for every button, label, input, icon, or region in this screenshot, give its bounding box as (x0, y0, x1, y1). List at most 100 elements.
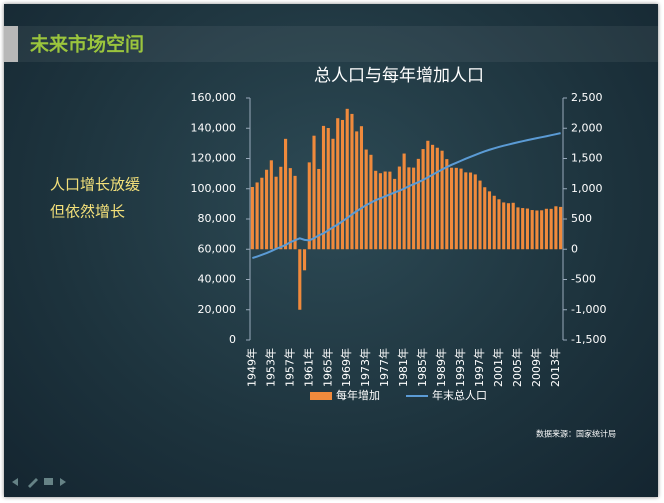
bar (435, 147, 439, 250)
x-tick-label: 1981年 (396, 348, 410, 387)
bar (317, 168, 321, 250)
bar (468, 172, 473, 250)
nav-prev[interactable] (12, 478, 18, 486)
x-tick-label: 2001年 (491, 348, 505, 387)
x-tick-label: 1969年 (339, 348, 353, 387)
y2-tick-label: 2,500 (571, 91, 603, 104)
y-tick-label: 100,000 (191, 182, 237, 195)
bar (288, 168, 292, 250)
y2-tick-label: -1,000 (571, 303, 606, 316)
y-tick-label: 80,000 (198, 212, 237, 225)
bar (478, 180, 482, 250)
bar (274, 176, 278, 250)
bar (544, 208, 548, 250)
chart-title: 总人口与每年增加人口 (314, 66, 484, 86)
bar (293, 175, 297, 250)
nav-pen[interactable] (28, 478, 38, 488)
chart: 未来市场空间 人口增长放缓 但依然增长 总人口与每年增加人口 数据来源：国家统计… (4, 26, 658, 488)
legend-swatch (310, 392, 332, 400)
nav-icons[interactable] (12, 478, 66, 488)
y2-tick-label: 0 (571, 242, 578, 255)
title-band (18, 26, 658, 62)
y2-tick-label: 1,000 (571, 182, 603, 195)
y-tick-label: 160,000 (191, 91, 237, 104)
bar (364, 149, 368, 250)
note: 人口增长放缓 (50, 176, 140, 194)
bar (440, 150, 444, 250)
bar (345, 108, 349, 250)
x-tick-label: 1993年 (453, 348, 467, 387)
bar (374, 170, 378, 250)
y2-tick-label: 500 (571, 212, 592, 225)
bar (449, 167, 454, 250)
bar (336, 118, 340, 250)
bar (383, 171, 387, 250)
x-tick-label: 1989年 (434, 348, 448, 387)
bar (312, 135, 316, 250)
bar (331, 138, 335, 250)
bar (307, 162, 311, 250)
x-tick-label: 1973年 (358, 348, 372, 387)
y-tick-label: 140,000 (191, 121, 237, 134)
bar (516, 207, 520, 250)
bar (530, 210, 534, 250)
bar (511, 202, 515, 250)
bar (255, 182, 259, 250)
bar (421, 149, 425, 250)
x-tick-label: 1961年 (301, 348, 315, 387)
y-tick-label: 0 (229, 333, 236, 346)
slide: 未来市场空间 人口增长放缓 但依然增长 总人口与每年增加人口 数据来源：国家统计… (4, 4, 658, 497)
nav-menu[interactable] (44, 478, 53, 485)
bar (407, 167, 411, 250)
bar (355, 131, 359, 250)
bar (426, 140, 430, 250)
bar (464, 172, 468, 250)
bar (321, 125, 326, 250)
bar (284, 138, 288, 250)
bar (473, 174, 477, 250)
bar (521, 208, 525, 250)
bar (265, 169, 269, 250)
bar (554, 206, 558, 250)
nav-next[interactable] (60, 478, 66, 486)
note: 但依然增长 (50, 203, 125, 221)
bar (340, 119, 345, 250)
x-tick-label: 2005年 (510, 348, 524, 387)
bar (506, 203, 511, 250)
x-tick-label: 1977年 (377, 348, 391, 387)
bar (497, 199, 501, 250)
bar (260, 177, 264, 250)
bar (540, 210, 544, 250)
bar (397, 166, 401, 250)
title-accent (4, 26, 18, 62)
bar (416, 158, 420, 250)
bar (492, 195, 496, 250)
legend-label: 年末总人口 (432, 388, 487, 402)
bar (250, 186, 254, 250)
bar (454, 167, 458, 250)
y-tick-label: 40,000 (198, 273, 237, 286)
bar (459, 168, 463, 250)
y2-tick-label: 1,500 (571, 152, 603, 165)
y-tick-label: 20,000 (198, 303, 237, 316)
bar (378, 173, 382, 250)
bar (302, 249, 307, 271)
bar (549, 208, 553, 250)
source: 数据来源：国家统计局 (536, 429, 616, 439)
bar (431, 144, 435, 250)
bar (269, 160, 273, 250)
x-tick-label: 1997年 (472, 348, 486, 387)
bar (298, 249, 302, 310)
bar (487, 191, 492, 250)
bar (535, 210, 539, 250)
legend-label: 每年增加 (336, 388, 380, 402)
bar (483, 187, 487, 250)
bar (402, 153, 406, 250)
bar (359, 126, 364, 250)
y2-tick-label: -1,500 (571, 333, 606, 346)
slide-title: 未来市场空间 (29, 33, 144, 56)
x-tick-label: 2009年 (529, 348, 543, 387)
y2-tick-label: -500 (571, 273, 596, 286)
x-tick-label: 1957年 (282, 348, 296, 387)
y2-tick-label: 2,000 (571, 121, 603, 134)
